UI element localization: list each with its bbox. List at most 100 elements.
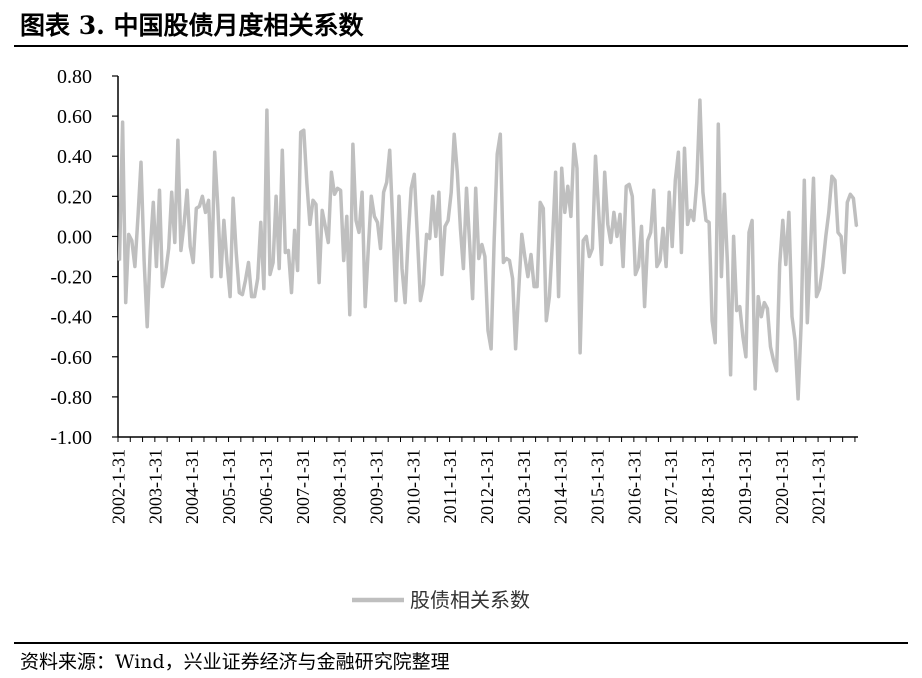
data-point xyxy=(263,287,265,290)
data-point xyxy=(324,225,327,228)
data-point xyxy=(637,265,640,268)
data-point xyxy=(674,179,677,182)
x-tick-label: 2014-1-31 xyxy=(551,449,571,524)
x-tick-label: 2002-1-31 xyxy=(109,449,129,524)
data-point xyxy=(695,181,698,184)
y-tick-label: -0.80 xyxy=(50,387,92,409)
x-tick-label: 2019-1-31 xyxy=(735,449,755,524)
data-point xyxy=(164,271,167,274)
data-point xyxy=(726,263,729,266)
data-point xyxy=(533,285,535,288)
data-point xyxy=(849,193,852,196)
data-point xyxy=(797,398,799,400)
data-point xyxy=(379,247,382,250)
data-point xyxy=(708,221,710,224)
data-point xyxy=(738,305,741,308)
x-tick-label: 2006-1-31 xyxy=(256,449,276,524)
data-point xyxy=(189,245,191,248)
data-point xyxy=(321,209,323,212)
data-point xyxy=(269,273,271,276)
data-point xyxy=(751,219,753,222)
data-point xyxy=(493,241,495,244)
data-point xyxy=(232,197,234,200)
data-point xyxy=(720,275,723,278)
data-point xyxy=(253,295,256,298)
x-tick-label: 2005-1-31 xyxy=(219,449,239,524)
data-point xyxy=(453,133,456,135)
data-point xyxy=(302,129,305,131)
data-point xyxy=(447,219,449,222)
data-point xyxy=(689,209,692,212)
data-point xyxy=(180,249,182,252)
data-point xyxy=(438,191,440,194)
data-point xyxy=(143,259,145,262)
legend[interactable]: 股债相关系数 xyxy=(352,588,530,612)
data-point xyxy=(441,273,443,276)
data-point xyxy=(450,191,452,194)
data-point xyxy=(293,229,296,232)
data-point xyxy=(174,241,176,244)
data-point xyxy=(459,227,462,230)
y-tick-label: 0.20 xyxy=(57,186,92,208)
x-tick-label: 2009-1-31 xyxy=(366,449,386,524)
data-point xyxy=(855,225,858,228)
data-point xyxy=(137,215,139,218)
data-point xyxy=(342,259,345,262)
data-point xyxy=(711,319,713,322)
data-point xyxy=(339,189,342,192)
data-point xyxy=(760,315,763,318)
data-point xyxy=(597,207,600,210)
data-point xyxy=(223,219,225,222)
data-point xyxy=(545,319,548,322)
data-point xyxy=(536,285,538,288)
data-point xyxy=(781,219,784,222)
data-point xyxy=(831,175,833,178)
x-tick-label: 2016-1-31 xyxy=(624,449,644,524)
data-point xyxy=(315,203,317,206)
x-tick-label: 2013-1-31 xyxy=(514,449,534,524)
data-point xyxy=(140,161,142,164)
y-axis: 0.80 0.60 0.40 0.20 0.00 -0.20 -0.40 -0.60 -0.80… xyxy=(50,66,119,449)
data-point xyxy=(444,225,446,228)
data-point xyxy=(631,195,634,198)
data-point xyxy=(392,223,394,226)
data-point xyxy=(216,205,219,208)
data-point xyxy=(134,265,136,268)
x-tick-label: 2007-1-31 xyxy=(293,449,313,524)
data-point xyxy=(714,341,717,344)
data-point xyxy=(284,251,287,254)
data-point xyxy=(250,295,253,298)
data-point xyxy=(656,265,658,268)
data-point xyxy=(161,285,164,288)
data-point xyxy=(843,271,845,274)
data-point xyxy=(628,183,631,186)
data-point xyxy=(514,347,517,350)
data-point xyxy=(186,189,188,192)
data-point xyxy=(241,293,244,296)
data-point xyxy=(370,195,373,198)
data-point xyxy=(778,263,781,266)
data-point xyxy=(373,215,376,218)
data-point xyxy=(812,177,815,180)
series-layer xyxy=(117,98,859,401)
data-point xyxy=(846,201,849,204)
data-point xyxy=(548,295,551,298)
data-point xyxy=(395,299,397,302)
data-point xyxy=(619,213,621,216)
data-point xyxy=(840,235,842,238)
data-point xyxy=(226,261,228,264)
data-point xyxy=(278,267,281,270)
y-tick-label: -0.20 xyxy=(50,267,92,289)
data-point xyxy=(364,305,366,308)
y-tick-label: 0.60 xyxy=(57,106,92,128)
data-point xyxy=(723,193,726,196)
data-point xyxy=(183,223,185,226)
data-point xyxy=(748,231,750,234)
data-point xyxy=(788,211,790,214)
data-point xyxy=(198,205,201,208)
x-tick-label: 2020-1-31 xyxy=(772,449,792,524)
data-point xyxy=(579,351,581,354)
data-point xyxy=(195,207,198,210)
data-point xyxy=(481,243,483,246)
data-point xyxy=(376,221,379,224)
